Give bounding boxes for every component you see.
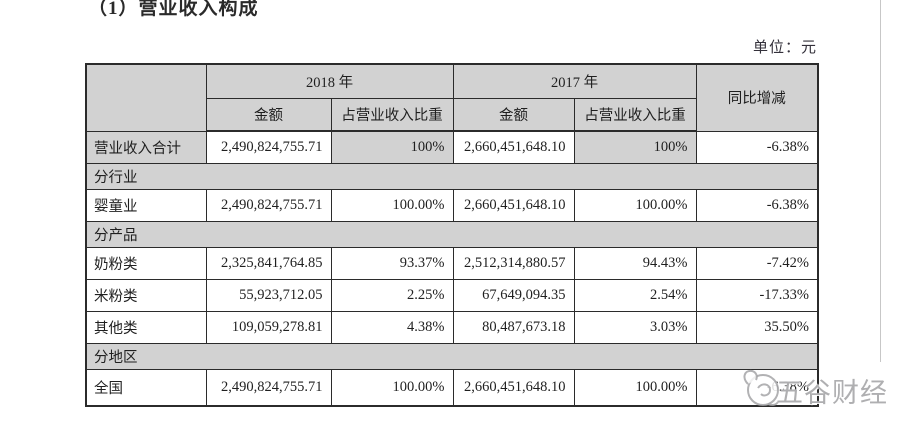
- cell-share-2018: 4.38%: [330, 310, 454, 344]
- revenue-table-body: 营业收入合计 2,490,824,755.71 100% 2,660,451,648.…: [85, 130, 819, 407]
- row-label: 全国: [85, 368, 207, 407]
- cell-amount-2018: 2,490,824,755.71: [205, 368, 332, 407]
- cell-share-2017: 100%: [573, 130, 697, 164]
- row-label: 婴童业: [85, 188, 207, 222]
- cell-share-2018: 100.00%: [330, 188, 454, 222]
- unit-label: 单位：元: [752, 40, 817, 56]
- row-label: 营业收入合计: [85, 130, 207, 164]
- section-label: 分地区: [85, 342, 819, 370]
- cell-share-2017: 94.43%: [573, 246, 697, 280]
- table-row: 其他类 109,059,278.81 4.38% 80,487,673.18 3.03%…: [85, 310, 819, 344]
- section-row: 分产品: [85, 220, 819, 248]
- table-row: 米粉类 55,923,712.05 2.25% 67,649,094.35 2.54% -…: [85, 278, 819, 312]
- cell-share-2017: 100.00%: [573, 368, 697, 407]
- cell-share-2018: 100%: [330, 130, 454, 164]
- cell-amount-2017: 67,649,094.35: [452, 278, 575, 312]
- cell-yoy: -6.38%: [695, 368, 819, 407]
- section-label: 分产品: [85, 220, 819, 248]
- header-year-2018: 2018 年: [205, 63, 454, 99]
- cell-share-2018: 93.37%: [330, 246, 454, 280]
- section-label: 分行业: [85, 162, 819, 190]
- cell-amount-2017: 2,660,451,648.10: [452, 130, 575, 164]
- cell-yoy: -7.42%: [695, 246, 819, 280]
- header-amount-2017: 金额: [452, 97, 575, 132]
- cell-yoy: -6.38%: [695, 188, 819, 222]
- table-row: 婴童业 2,490,824,755.71 100.00% 2,660,451,648.…: [85, 188, 819, 222]
- cell-yoy: -6.38%: [695, 130, 819, 164]
- cell-amount-2017: 2,512,314,880.57: [452, 246, 575, 280]
- cell-share-2017: 2.54%: [573, 278, 697, 312]
- cell-share-2017: 3.03%: [573, 310, 697, 344]
- cell-share-2017: 100.00%: [573, 188, 697, 222]
- table-row: 奶粉类 2,325,841,764.85 93.37% 2,512,314,880.5…: [85, 246, 819, 280]
- cell-amount-2018: 2,325,841,764.85: [205, 246, 332, 280]
- revenue-composition-table: 2018 年 2017 年 同比增减 金额 占营业收入比重 金额 占营业收入比重…: [85, 63, 819, 407]
- header-yoy: 同比增减: [695, 63, 819, 132]
- page-edge-line: [880, 0, 881, 362]
- cell-share-2018: 2.25%: [330, 278, 454, 312]
- cell-amount-2017: 2,660,451,648.10: [452, 368, 575, 407]
- cell-amount-2017: 80,487,673.18: [452, 310, 575, 344]
- cell-yoy: -17.33%: [695, 278, 819, 312]
- table-header: 2018 年 2017 年 同比增减 金额 占营业收入比重 金额 占营业收入比重: [85, 63, 819, 132]
- header-share-2017: 占营业收入比重: [573, 97, 697, 132]
- header-share-2018: 占营业收入比重: [330, 97, 454, 132]
- cell-amount-2018: 2,490,824,755.71: [205, 130, 332, 164]
- cell-amount-2018: 109,059,278.81: [205, 310, 332, 344]
- row-label: 米粉类: [85, 278, 207, 312]
- table-row: 全国 2,490,824,755.71 100.00% 2,660,451,648.1…: [85, 368, 819, 407]
- row-label: 其他类: [85, 310, 207, 344]
- cell-amount-2017: 2,660,451,648.10: [452, 188, 575, 222]
- header-amount-2018: 金额: [205, 97, 332, 132]
- cell-share-2018: 100.00%: [330, 368, 454, 407]
- row-label: 奶粉类: [85, 246, 207, 280]
- section-row: 分行业: [85, 162, 819, 190]
- page-title: （1）营业收入构成: [88, 0, 259, 19]
- cell-amount-2018: 2,490,824,755.71: [205, 188, 332, 222]
- section-row: 分地区: [85, 342, 819, 370]
- header-year-2017: 2017 年: [452, 63, 697, 99]
- cell-amount-2018: 55,923,712.05: [205, 278, 332, 312]
- header-blank-cell: [85, 63, 207, 132]
- table-row: 营业收入合计 2,490,824,755.71 100% 2,660,451,648.…: [85, 130, 819, 164]
- cell-yoy: 35.50%: [695, 310, 819, 344]
